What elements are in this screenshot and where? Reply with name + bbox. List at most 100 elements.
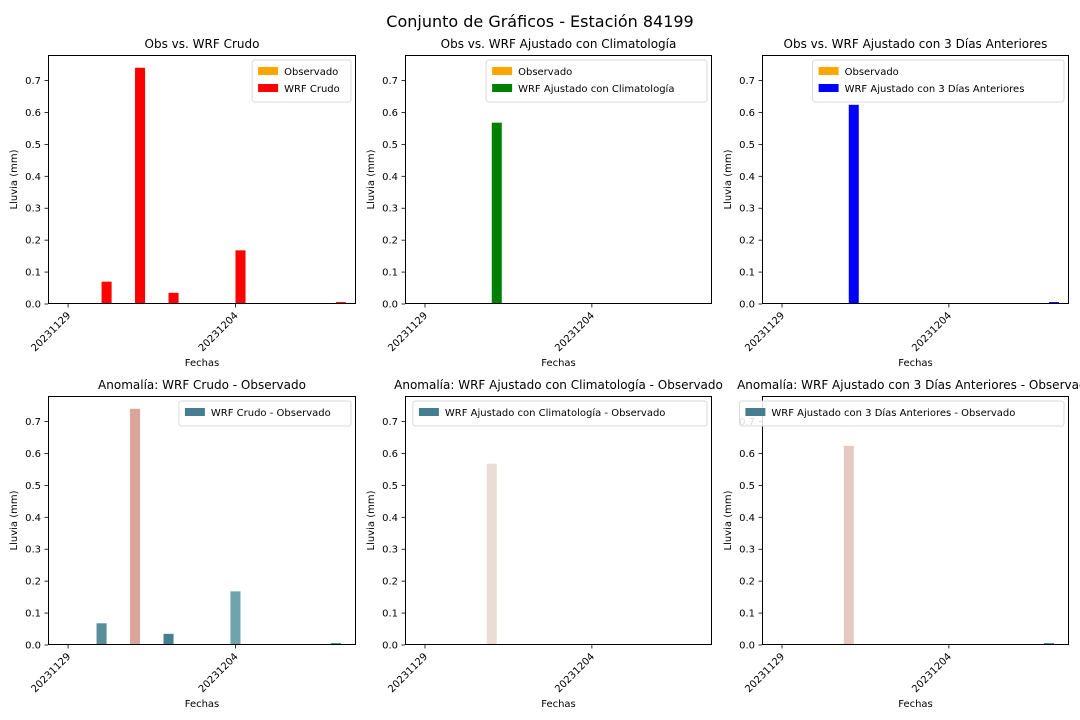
y-tick-label: 0.2 [25,577,41,588]
x-axis-label: Fechas [185,699,220,710]
legend-box [412,400,708,427]
legend-swatch [258,84,279,92]
legend: WRF Ajustado con Climatología - Observad… [412,400,708,427]
x-axis-label: Fechas [185,358,220,369]
y-axis-label: Lluvia (mm) [9,490,20,550]
panel-title: Obs vs. WRF Ajustado con 3 Días Anterior… [784,37,1048,51]
bar-series2-point3 [848,104,859,304]
bar-series1-point3 [843,445,854,645]
y-tick-label: 0.3 [382,204,398,215]
y-axis-label: Lluvia (mm) [723,490,734,550]
bar-series2-point2 [101,281,112,304]
bar-series1-point4 [163,633,174,645]
y-axis-label: Lluvia (mm) [366,490,377,550]
legend-label: WRF Crudo [284,84,340,95]
y-tick-label: 0.6 [739,108,755,119]
legend-label: WRF Ajustado con 3 Días Anteriores [845,83,1025,95]
legend-swatch [818,67,839,75]
legend: Observado WRF Ajustado con 3 Días Anterio… [812,59,1065,103]
bar-series1-point3 [486,463,497,645]
y-tick-label: 0.3 [739,204,755,215]
y-tick-label: 0.2 [382,577,398,588]
y-tick-label: 0.4 [382,513,398,524]
legend-label: WRF Ajustado con Climatología - Observad… [445,407,666,419]
y-tick-label: 0.5 [739,481,755,492]
y-tick-label: 0.6 [382,108,398,119]
bar-series2-point3 [135,67,146,304]
y-tick-label: 0.4 [739,172,755,183]
y-tick-label: 0.1 [25,268,41,279]
panel-title: Anomalía: WRF Ajustado con 3 Días Anteri… [737,378,1080,392]
y-tick-label: 0.0 [382,641,398,652]
legend-swatch [418,408,439,416]
y-tick-label: 0.5 [25,140,41,151]
legend-swatch [818,84,839,92]
axes-frame [48,396,356,645]
y-tick-label: 0.3 [739,545,755,556]
legend-box [738,400,1065,427]
legend-swatch [745,408,766,416]
bar-series2-point6 [235,250,246,304]
y-tick-label: 0.0 [25,641,41,652]
y-tick-label: 0.0 [25,300,41,311]
axes-frame [762,55,1069,304]
bar-series2-point3 [491,122,502,304]
y-tick-label: 0.4 [25,172,41,183]
legend: WRF Ajustado con 3 Días Anteriores - Obs… [738,400,1065,427]
legend: Observado WRF Ajustado con Climatología [485,59,708,103]
y-tick-label: 0.2 [25,236,41,247]
axes-frame [405,55,712,304]
panel-title: Obs vs. WRF Ajustado con Climatología [441,37,677,51]
y-tick-label: 0.7 [382,417,398,428]
legend-swatch [492,84,513,92]
y-tick-label: 0.3 [382,545,398,556]
y-tick-label: 0.1 [382,268,398,279]
panel-title: Obs vs. WRF Crudo [145,37,260,51]
legend-swatch [258,67,279,75]
y-tick-label: 0.1 [25,609,41,620]
y-tick-label: 0.5 [739,140,755,151]
panel-title: Anomalía: WRF Ajustado con Climatología … [394,378,723,392]
y-tick-label: 0.2 [382,236,398,247]
legend: WRF Crudo - Observado [178,400,352,427]
y-tick-label: 0.0 [739,300,755,311]
legend-label: WRF Crudo - Observado [211,408,331,419]
axes-frame [405,396,712,645]
y-tick-label: 0.0 [382,300,398,311]
legend-label: WRF Ajustado con 3 Días Anteriores - Obs… [771,407,1015,419]
y-axis-label: Lluvia (mm) [366,149,377,209]
y-tick-label: 0.2 [739,577,755,588]
y-tick-label: 0.7 [25,417,41,428]
y-tick-label: 0.5 [25,481,41,492]
y-tick-label: 0.1 [739,268,755,279]
y-tick-label: 0.6 [382,449,398,460]
panel-title: Anomalía: WRF Crudo - Observado [98,378,306,392]
legend-label: WRF Ajustado con Climatología [518,83,674,95]
y-tick-label: 0.0 [739,641,755,652]
y-tick-label: 0.6 [739,449,755,460]
axes-frame [48,55,356,304]
bars [491,122,502,304]
x-axis-label: Fechas [898,699,933,710]
y-tick-label: 0.5 [382,481,398,492]
y-tick-label: 0.1 [382,609,398,620]
axes-frame [762,396,1069,645]
y-tick-label: 0.4 [25,513,41,524]
y-tick-label: 0.7 [382,76,398,87]
y-tick-label: 0.3 [25,545,41,556]
y-tick-label: 0.1 [739,609,755,620]
legend-label: Observado [518,67,572,78]
legend-box [178,400,352,427]
bar-series1-point3 [130,408,141,645]
bars [486,463,497,645]
bar-series1-point2 [96,623,107,645]
y-tick-label: 0.7 [739,76,755,87]
y-tick-label: 0.7 [25,76,41,87]
y-tick-label: 0.6 [25,449,41,460]
legend-box [812,59,1065,103]
y-tick-label: 0.6 [25,108,41,119]
y-tick-label: 0.5 [382,140,398,151]
x-axis-label: Fechas [898,358,933,369]
